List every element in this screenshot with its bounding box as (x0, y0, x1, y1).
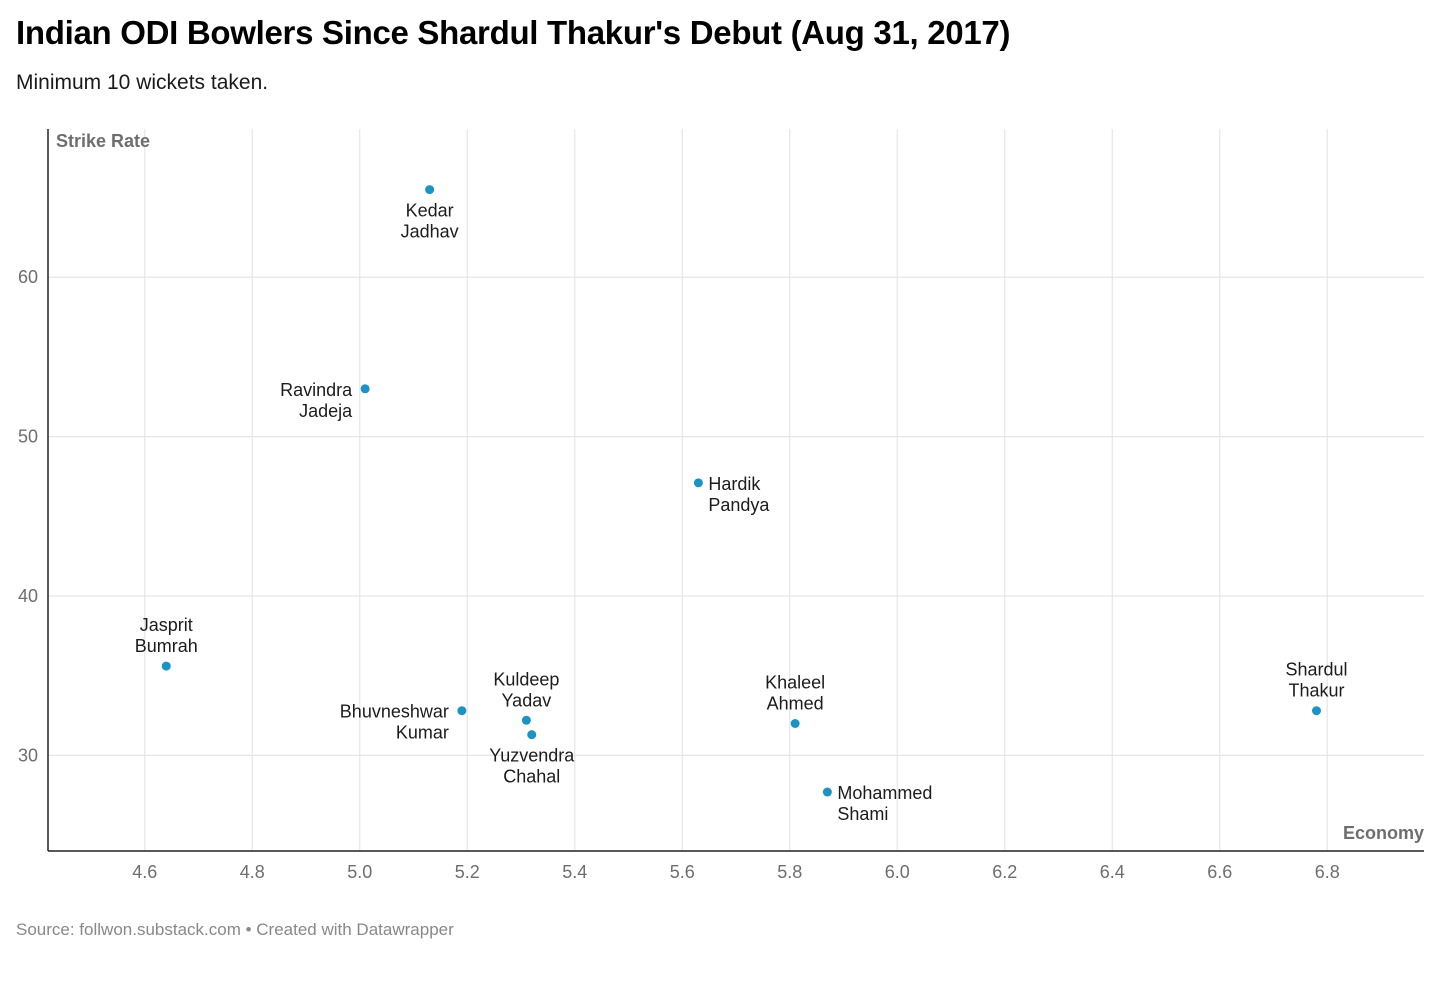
x-tick-label: 5.8 (777, 862, 802, 882)
data-point (425, 185, 435, 195)
axes (47, 129, 1424, 852)
point-label-line: Mohammed (837, 783, 932, 803)
data-point (161, 661, 171, 671)
x-tick-label: 5.0 (347, 862, 372, 882)
y-axis-title: Strike Rate (56, 131, 150, 151)
point-label: Yuzvendra Chahal (489, 746, 575, 787)
point-label-line: Jasprit (140, 615, 193, 635)
point-label-line: Jadhav (401, 222, 459, 242)
y-tick-label: 40 (18, 586, 38, 606)
tick-labels: 4.6 4.8 5.0 5.2 5.4 5.6 5.8 6.0 6.2 6.4 6.6 6.8 30 40… (18, 267, 1340, 882)
point-label: Bhuvneshwar Kumar (340, 702, 449, 743)
point-label: Khaleel Ahmed (765, 672, 825, 713)
x-tick-label: 6.0 (885, 862, 910, 882)
x-tick-label: 6.4 (1100, 862, 1125, 882)
scatter-chart: 4.6 4.8 5.0 5.2 5.4 5.6 5.8 6.0 6.2 6.4 6.6 6.8 30 40… (18, 129, 1424, 882)
point-label-line: Kumar (396, 723, 449, 743)
point-label: Kedar Jadhav (401, 201, 459, 242)
x-tick-label: 4.8 (240, 862, 265, 882)
data-point (527, 730, 537, 740)
point-label: Jasprit Bumrah (135, 615, 198, 656)
point-label-line: Kedar (406, 201, 454, 221)
point-label-line: Bumrah (135, 636, 198, 656)
point-label-line: Jadeja (299, 401, 353, 421)
x-tick-label: 6.2 (992, 862, 1017, 882)
point-label-line: Shardul (1285, 660, 1347, 680)
x-tick-label: 4.6 (132, 862, 157, 882)
data-point (822, 787, 832, 797)
data-point (1312, 706, 1321, 716)
point-label: Hardik Pandya (708, 474, 770, 515)
x-tick-label: 5.4 (562, 862, 587, 882)
point-label-line: Ravindra (280, 380, 353, 400)
data-points (161, 185, 1321, 797)
axis-titles: Strike Rate Economy (56, 131, 1424, 843)
point-label: Kuldeep Yadav (493, 669, 559, 710)
point-label: Mohammed Shami (837, 783, 932, 824)
point-label-line: Hardik (708, 474, 761, 494)
chart-subtitle: Minimum 10 wickets taken. (16, 71, 269, 94)
point-label-line: Thakur (1288, 681, 1344, 701)
grid-lines (48, 129, 1424, 851)
point-labels: Kedar Jadhav Ravindra Jadeja Hardik Pandya Jas… (135, 201, 1348, 824)
point-label-line: Yadav (502, 690, 552, 710)
point-label-line: Ahmed (767, 693, 824, 713)
data-point (790, 718, 800, 728)
point-label: Ravindra Jadeja (280, 380, 353, 421)
point-label-line: Khaleel (765, 672, 825, 692)
y-tick-label: 60 (18, 267, 38, 287)
point-label-line: Shami (837, 804, 888, 824)
chart-title: Indian ODI Bowlers Since Shardul Thakur'… (16, 14, 1011, 51)
point-label-line: Pandya (708, 495, 770, 515)
point-label-line: Chahal (503, 767, 560, 787)
x-tick-label: 6.6 (1207, 862, 1232, 882)
point-label-line: Kuldeep (493, 669, 559, 689)
data-point (360, 384, 370, 394)
x-tick-label: 6.8 (1315, 862, 1340, 882)
point-label-line: Bhuvneshwar (340, 702, 449, 722)
point-label-line: Yuzvendra (489, 746, 575, 766)
x-tick-label: 5.6 (670, 862, 695, 882)
data-point (521, 715, 531, 725)
y-tick-label: 50 (18, 427, 38, 447)
data-point (457, 706, 467, 716)
data-point (693, 478, 703, 488)
point-label: Shardul Thakur (1285, 660, 1347, 701)
x-axis-title: Economy (1343, 823, 1424, 843)
x-tick-label: 5.2 (455, 862, 480, 882)
source-footer: Source: follwon.substack.com • Created w… (16, 920, 454, 939)
y-tick-label: 30 (18, 745, 38, 765)
